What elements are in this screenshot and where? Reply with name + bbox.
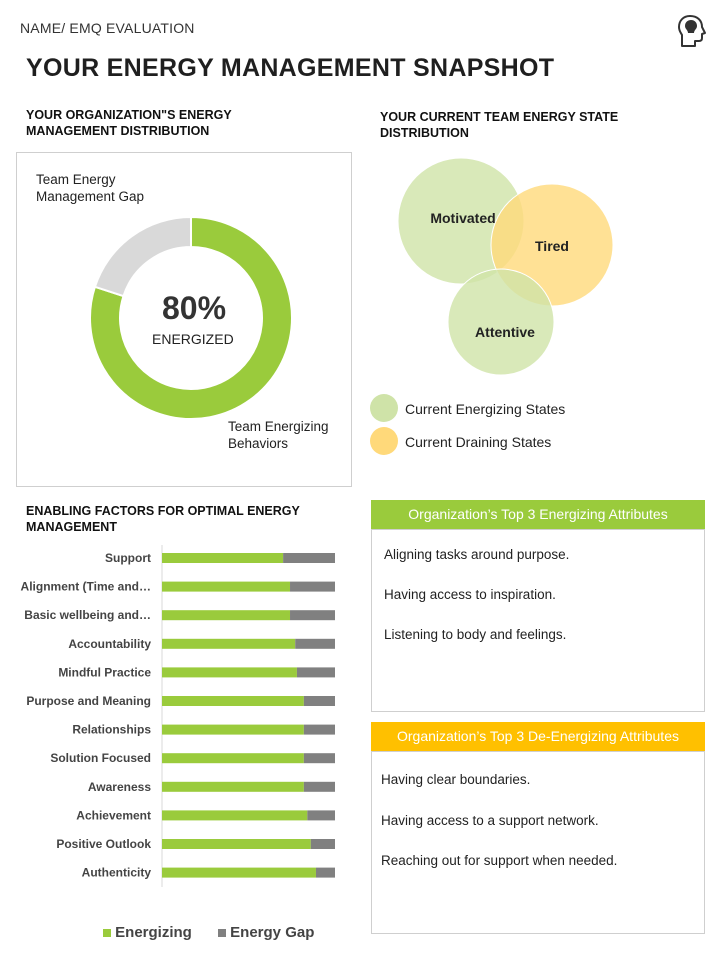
state-bubble-label: Tired <box>535 238 569 254</box>
bar-legend-gap: Energy Gap <box>218 924 314 941</box>
deenergizing-attribute-item: Reaching out for support when needed. <box>381 853 618 868</box>
bar-segment-energizing <box>162 638 296 649</box>
bar-legend-gap-swatch <box>218 929 226 937</box>
donut-chart-panel <box>16 152 352 487</box>
deenergizing-attributes-panel: Having clear boundaries. Having access t… <box>371 751 705 934</box>
bar-segment-energizing <box>162 781 304 792</box>
bar-category-label: Accountability <box>68 637 151 651</box>
bar-category-label: Alignment (Time and… <box>21 580 151 594</box>
bar-segment-energy-gap <box>295 638 335 649</box>
bar-segment-energy-gap <box>296 667 335 678</box>
bar-segment-energizing <box>162 753 304 764</box>
energizing-attribute-item: Aligning tasks around purpose. <box>384 547 570 562</box>
legend-energizing: Current Energizing States <box>370 394 630 422</box>
legend-energizing-swatch <box>370 394 398 422</box>
bar-category-label: Solution Focused <box>50 751 151 765</box>
deenergizing-attribute-item: Having clear boundaries. <box>381 772 531 787</box>
bar-segment-energizing <box>162 810 308 821</box>
team-state-section-title: YOUR CURRENT TEAM ENERGY STATE DISTRIBUT… <box>380 110 619 140</box>
legend-draining-swatch <box>370 427 398 455</box>
bar-category-label: Awareness <box>88 780 151 794</box>
legend-draining: Current Draining States <box>370 427 630 455</box>
state-bubble-label: Motivated <box>430 210 495 226</box>
behaviors-callout-label: Team Energizing Behaviors <box>228 419 329 451</box>
bar-segment-energizing <box>162 724 304 735</box>
bar-segment-energizing <box>162 610 291 621</box>
bar-segment-energizing <box>162 839 311 849</box>
bar-category-label: Authenticity <box>82 866 152 880</box>
bar-segment-energy-gap <box>303 753 335 764</box>
head-profile-icon <box>678 15 706 47</box>
distribution-section-title: YOUR ORGANIZATION"S ENERGY MANAGEMENT DI… <box>26 108 232 138</box>
team-state-bubble-chart: Motivated Tired Attentive <box>397 157 614 376</box>
bar-legend-gap-label: Energy Gap <box>230 924 315 941</box>
bar-category-label: Basic wellbeing and… <box>24 608 151 622</box>
factors-section-title: ENABLING FACTORS FOR OPTIMAL ENERGY MANA… <box>26 504 300 534</box>
bar-segment-energy-gap <box>303 724 335 735</box>
bar-category-label: Mindful Practice <box>58 665 151 679</box>
bar-segment-energy-gap <box>307 810 335 821</box>
factors-bar-chart: Support Alignment (Time and… Basic wellbei… <box>21 545 335 887</box>
energizing-attributes-panel: Aligning tasks around purpose. Having ac… <box>371 529 705 712</box>
bar-category-label: Support <box>105 551 151 565</box>
page-title: YOUR ENERGY MANAGEMENT SNAPSHOT <box>26 54 555 82</box>
state-bubble-label: Attentive <box>475 324 535 340</box>
bar-segment-energy-gap <box>283 553 335 563</box>
bar-segment-energy-gap <box>315 867 335 878</box>
bar-legend-energizing: Energizing <box>103 924 192 941</box>
bar-legend-energizing-swatch <box>103 929 111 937</box>
energized-percent: 80% <box>162 290 227 326</box>
energizing-attribute-item: Listening to body and feelings. <box>384 627 567 642</box>
bar-segment-energizing <box>162 581 291 592</box>
state-bubble <box>447 268 555 376</box>
bar-segment-energizing <box>162 553 284 563</box>
bar-category-label: Purpose and Meaning <box>26 694 151 708</box>
bar-segment-energy-gap <box>290 581 335 592</box>
deenergizing-attribute-item: Having access to a support network. <box>381 813 599 828</box>
donut-chart <box>89 215 293 420</box>
gap-callout-label: Team Energy Management Gap <box>36 172 145 204</box>
bar-category-label: Relationships <box>72 723 151 737</box>
bar-segment-energy-gap <box>303 696 335 706</box>
bar-category-label: Positive Outlook <box>56 837 151 851</box>
bar-legend-energizing-label: Energizing <box>115 924 192 941</box>
deenergizing-attributes-header: Organization’s Top 3 De-Energizing Attri… <box>371 722 705 751</box>
energized-label: ENERGIZED <box>152 331 234 347</box>
legend-draining-label: Current Draining States <box>405 434 552 450</box>
legend-energizing-label: Current Energizing States <box>405 401 566 417</box>
bar-segment-energy-gap <box>290 610 335 621</box>
bar-segment-energy-gap <box>303 781 335 792</box>
energizing-attribute-item: Having access to inspiration. <box>384 587 556 602</box>
donut-slice <box>93 215 192 298</box>
bar-segment-energizing <box>162 667 297 678</box>
bar-segment-energizing <box>162 696 304 706</box>
breadcrumb[interactable]: NAME/ EMQ EVALUATION <box>20 20 195 36</box>
energizing-attributes-header: Organization’s Top 3 Energizing Attribut… <box>371 500 705 529</box>
bar-segment-energy-gap <box>310 839 335 849</box>
bar-segment-energizing <box>162 867 316 878</box>
donut-slice <box>89 215 293 420</box>
bar-category-label: Achievement <box>76 808 151 822</box>
